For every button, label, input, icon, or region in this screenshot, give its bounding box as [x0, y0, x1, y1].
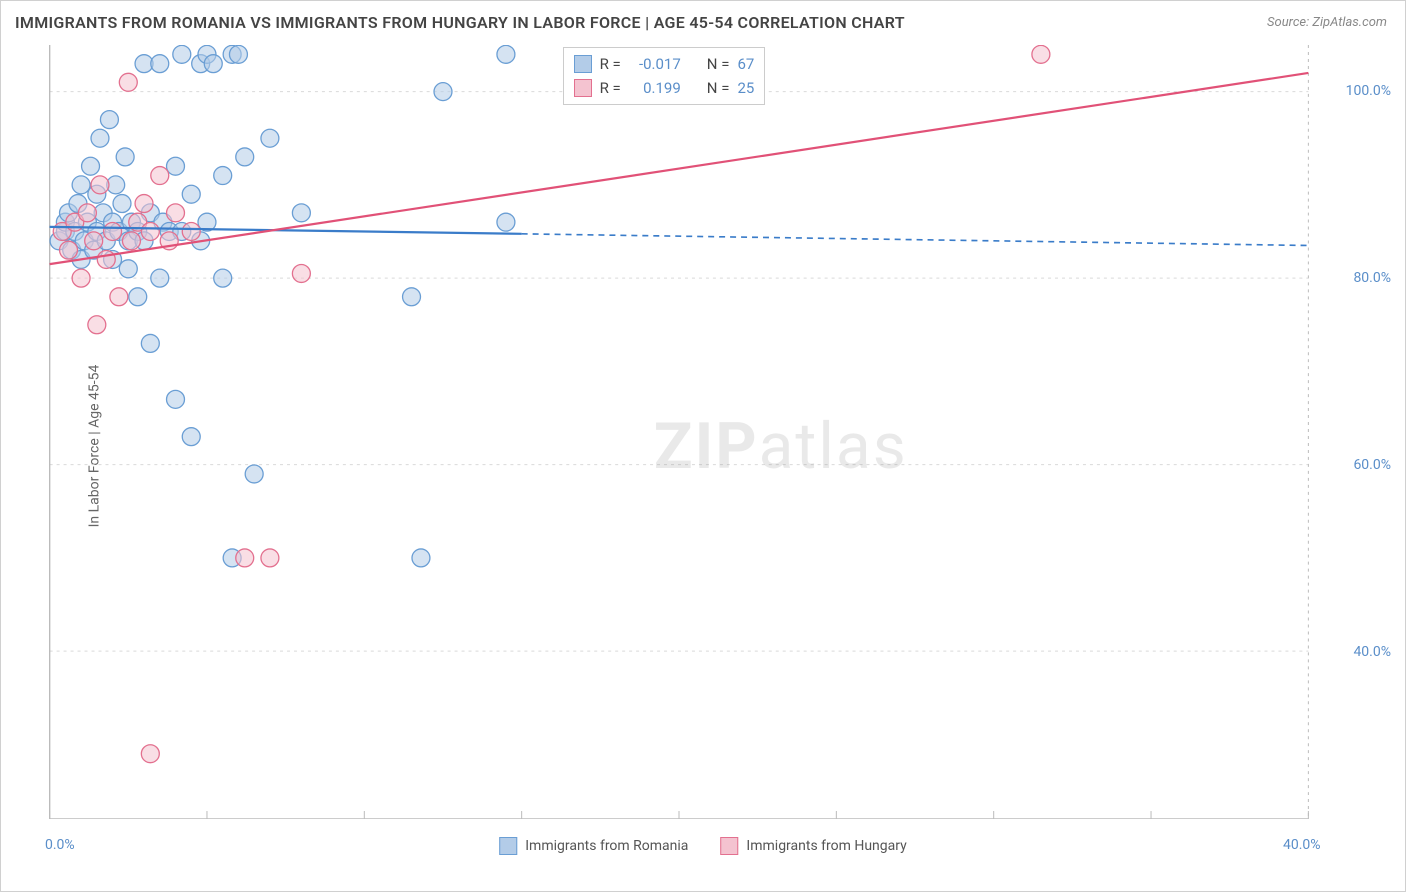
legend-label: Immigrants from Romania: [525, 838, 688, 854]
legend-item: Immigrants from Romania: [499, 837, 688, 855]
stats-n-label: N =: [707, 76, 730, 100]
scatter-point: [141, 334, 159, 352]
scatter-point: [261, 549, 279, 567]
scatter-point: [113, 195, 131, 213]
stats-n-value: 67: [737, 52, 754, 76]
scatter-point: [412, 549, 430, 567]
scatter-point: [261, 129, 279, 147]
scatter-point: [116, 148, 134, 166]
scatter-point: [434, 83, 452, 101]
scatter-point: [82, 157, 100, 175]
stats-row: R = 0.199 N = 25: [574, 76, 755, 100]
scatter-plot-svg: [49, 45, 1309, 819]
legend-swatch: [720, 837, 738, 855]
scatter-point: [182, 185, 200, 203]
stats-row: R = -0.017 N = 67: [574, 52, 755, 76]
scatter-point: [129, 288, 147, 306]
scatter-point: [119, 73, 137, 91]
scatter-point: [497, 45, 515, 63]
scatter-point: [85, 232, 103, 250]
stats-n-label: N =: [707, 52, 730, 76]
scatter-point: [151, 55, 169, 73]
scatter-point: [173, 45, 191, 63]
y-tick-label: 100.0%: [1346, 83, 1391, 99]
scatter-point: [236, 148, 254, 166]
scatter-point: [214, 167, 232, 185]
stats-swatch: [574, 79, 592, 97]
scatter-point: [167, 390, 185, 408]
scatter-point: [104, 223, 122, 241]
stats-swatch: [574, 55, 592, 73]
scatter-point: [167, 157, 185, 175]
x-tick-label: 40.0%: [1283, 837, 1321, 853]
chart-container: IMMIGRANTS FROM ROMANIA VS IMMIGRANTS FR…: [0, 0, 1406, 892]
scatter-point: [141, 745, 159, 763]
scatter-point: [236, 549, 254, 567]
scatter-point: [292, 264, 310, 282]
scatter-point: [88, 316, 106, 334]
scatter-point: [72, 176, 90, 194]
scatter-point: [151, 167, 169, 185]
scatter-point: [122, 232, 140, 250]
x-tick-label: 0.0%: [45, 837, 75, 853]
scatter-point: [97, 251, 115, 269]
y-tick-label: 40.0%: [1353, 644, 1391, 660]
scatter-point: [110, 288, 128, 306]
scatter-point: [1032, 45, 1050, 63]
stats-r-value: -0.017: [629, 52, 681, 76]
scatter-point: [182, 428, 200, 446]
scatter-point: [141, 223, 159, 241]
chart-title: IMMIGRANTS FROM ROMANIA VS IMMIGRANTS FR…: [15, 13, 905, 32]
scatter-point: [292, 204, 310, 222]
plot-area: ZIPatlas: [49, 45, 1309, 819]
stats-r-value: 0.199: [629, 76, 681, 100]
scatter-point: [151, 269, 169, 287]
source-attribution: Source: ZipAtlas.com: [1267, 15, 1387, 30]
scatter-point: [91, 176, 109, 194]
scatter-point: [60, 241, 78, 259]
scatter-point: [204, 55, 222, 73]
scatter-point: [229, 45, 247, 63]
scatter-point: [497, 213, 515, 231]
legend-swatch: [499, 837, 517, 855]
legend-label: Immigrants from Hungary: [746, 838, 906, 854]
scatter-point: [72, 269, 90, 287]
scatter-point: [403, 288, 421, 306]
scatter-point: [245, 465, 263, 483]
scatter-point: [91, 129, 109, 147]
stats-legend-box: R = -0.017 N = 67 R = 0.199 N = 25: [563, 47, 766, 105]
scatter-point: [78, 204, 96, 222]
scatter-point: [214, 269, 232, 287]
scatter-point: [135, 195, 153, 213]
bottom-legend: Immigrants from Romania Immigrants from …: [499, 837, 907, 855]
regression-line-dashed: [522, 234, 1309, 246]
scatter-point: [182, 223, 200, 241]
scatter-point: [167, 204, 185, 222]
scatter-point: [119, 260, 137, 278]
stats-n-value: 25: [737, 76, 754, 100]
legend-item: Immigrants from Hungary: [720, 837, 906, 855]
stats-r-label: R =: [600, 52, 621, 76]
y-tick-label: 60.0%: [1353, 457, 1391, 473]
y-tick-label: 80.0%: [1353, 270, 1391, 286]
scatter-point: [100, 111, 118, 129]
stats-r-label: R =: [600, 76, 621, 100]
